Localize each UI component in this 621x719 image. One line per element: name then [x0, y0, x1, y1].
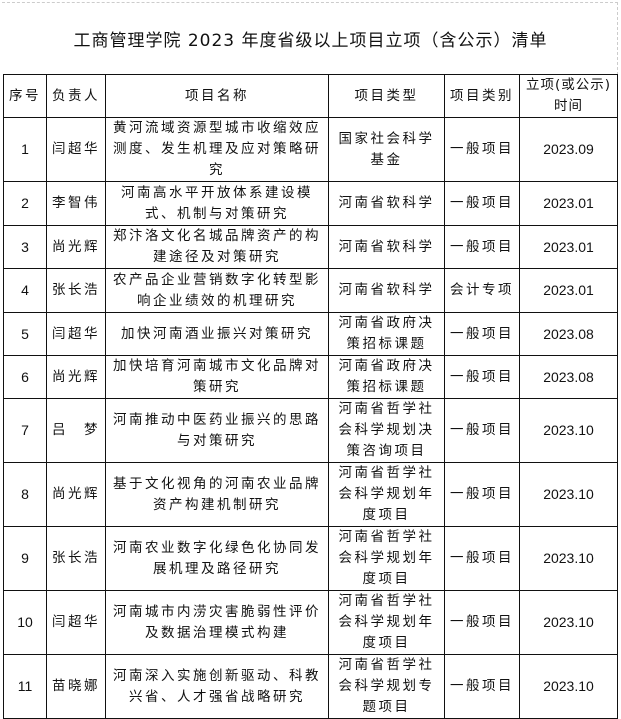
- row-number: 3: [3, 225, 47, 269]
- project-type: 河南省政府决策招标课题: [328, 312, 445, 356]
- project-type: 河南省哲学社会科学规划年度项目: [328, 590, 445, 655]
- table-row: 10 闫超华 河南城市内涝灾害脆弱性评价及数据治理模式构建 河南省哲学社会科学规划年度…: [3, 590, 618, 655]
- project-category: 一般项目: [444, 312, 520, 356]
- project-name: 农产品企业营销数字化转型影响企业绩效的机理研究: [105, 268, 329, 313]
- row-number: 8: [3, 462, 47, 527]
- table-row: 5 闫超华 加快河南酒业振兴对策研究 河南省政府决策招标课题 一般项目 2023.08: [3, 312, 618, 356]
- project-type: 河南省哲学社会科学规划年度项目: [328, 526, 445, 591]
- leader-name: 尚光辉: [46, 462, 106, 527]
- project-name: 河南高水平开放体系建设模式、机制与对策研究: [105, 181, 329, 226]
- project-category: 一般项目: [444, 462, 520, 527]
- project-category: 一般项目: [444, 181, 520, 226]
- project-type: 河南省政府决策招标课题: [328, 355, 445, 399]
- row-number: 11: [3, 654, 47, 719]
- project-type: 河南省软科学: [328, 225, 445, 269]
- leader-name: 尚光辉: [46, 355, 106, 399]
- leader-name: 闫超华: [46, 117, 106, 182]
- row-number: 1: [3, 117, 47, 182]
- project-name: 加快河南酒业振兴对策研究: [105, 312, 329, 356]
- project-name: 河南深入实施创新驱动、科教兴省、人才强省战略研究: [105, 654, 329, 719]
- project-category: 一般项目: [444, 654, 520, 719]
- approval-date: 2023.01: [519, 225, 618, 269]
- project-category: 一般项目: [444, 590, 520, 655]
- project-category: 一般项目: [444, 355, 520, 399]
- project-type: 河南省软科学: [328, 181, 445, 226]
- table-row: 8 尚光辉 基于文化视角的河南农业品牌资产构建机制研究 河南省哲学社会科学规划年度项目…: [3, 462, 618, 527]
- header-no: 序号: [3, 74, 47, 118]
- project-category: 一般项目: [444, 526, 520, 591]
- table-row: 2 李智伟 河南高水平开放体系建设模式、机制与对策研究 河南省软科学 一般项目 2023.…: [3, 181, 618, 226]
- approval-date: 2023.10: [519, 398, 618, 463]
- project-name: 河南农业数字化绿色化协同发展机理及路径研究: [105, 526, 329, 591]
- table-row: 4 张长浩 农产品企业营销数字化转型影响企业绩效的机理研究 河南省软科学 会计专项 202…: [3, 268, 618, 313]
- project-name: 郑汴洛文化名城品牌资产的构建途径及对策研究: [105, 225, 329, 269]
- row-number: 10: [3, 590, 47, 655]
- project-name: 加快培育河南城市文化品牌对策研究: [105, 355, 329, 399]
- project-name: 黄河流域资源型城市收缩效应测度、发生机理及应对策略研究: [105, 117, 329, 182]
- project-category: 一般项目: [444, 117, 520, 182]
- leader-name: 张长浩: [46, 526, 106, 591]
- row-number: 4: [3, 268, 47, 313]
- header-date: 立项(或公示)时间: [519, 74, 618, 118]
- row-number: 5: [3, 312, 47, 356]
- document-title: 工商管理学院 2023 年度省级以上项目立项（含公示）清单: [73, 31, 548, 51]
- leader-name: 吕 梦: [46, 398, 106, 463]
- approval-date: 2023.08: [519, 355, 618, 399]
- row-number: 2: [3, 181, 47, 226]
- project-category: 一般项目: [444, 398, 520, 463]
- table-row: 6 尚光辉 加快培育河南城市文化品牌对策研究 河南省政府决策招标课题 一般项目 2023.…: [3, 355, 618, 399]
- project-name: 河南推动中医药业振兴的思路与对策研究: [105, 398, 329, 463]
- leader-name: 闫超华: [46, 590, 106, 655]
- project-type: 河南省软科学: [328, 268, 445, 313]
- approval-date: 2023.10: [519, 590, 618, 655]
- project-type: 河南省哲学社会科学规划专题项目: [328, 654, 445, 719]
- project-category: 一般项目: [444, 225, 520, 269]
- table-row: 1 闫超华 黄河流域资源型城市收缩效应测度、发生机理及应对策略研究 国家社会科学基金一…: [3, 117, 618, 182]
- approval-date: 2023.10: [519, 462, 618, 527]
- leader-name: 苗晓娜: [46, 654, 106, 719]
- leader-name: 尚光辉: [46, 225, 106, 269]
- project-name: 河南城市内涝灾害脆弱性评价及数据治理模式构建: [105, 590, 329, 655]
- row-number: 6: [3, 355, 47, 399]
- header-category: 项目类别: [444, 74, 520, 118]
- header-name: 项目名称: [105, 74, 329, 118]
- approval-date: 2023.10: [519, 526, 618, 591]
- project-name: 基于文化视角的河南农业品牌资产构建机制研究: [105, 462, 329, 527]
- approval-date: 2023.09: [519, 117, 618, 182]
- page-frame: [2, 2, 618, 695]
- approval-date: 2023.10: [519, 654, 618, 719]
- table-row: 3 尚光辉 郑汴洛文化名城品牌资产的构建途径及对策研究 河南省软科学 一般项目 2023.…: [3, 225, 618, 269]
- leader-name: 张长浩: [46, 268, 106, 313]
- project-type: 国家社会科学基金: [328, 117, 445, 182]
- project-table: 序号 负责人 项目名称 项目类型 项目类别 立项(或公示)时间 1 闫超华 黄河流域…: [3, 74, 618, 719]
- row-number: 7: [3, 398, 47, 463]
- approval-date: 2023.01: [519, 268, 618, 313]
- project-type: 河南省哲学社会科学规划年度项目: [328, 462, 445, 527]
- table-row: 11 苗晓娜 河南深入实施创新驱动、科教兴省、人才强省战略研究 河南省哲学社会科学规划…: [3, 654, 618, 719]
- project-category: 会计专项: [444, 268, 520, 313]
- header-leader: 负责人: [46, 74, 106, 118]
- approval-date: 2023.01: [519, 181, 618, 226]
- table-row: 9 张长浩 河南农业数字化绿色化协同发展机理及路径研究 河南省哲学社会科学规划年度项目…: [3, 526, 618, 591]
- leader-name: 闫超华: [46, 312, 106, 356]
- approval-date: 2023.08: [519, 312, 618, 356]
- header-type: 项目类型: [328, 74, 445, 118]
- project-type: 河南省哲学社会科学规划决策咨询项目: [328, 398, 445, 463]
- leader-name: 李智伟: [46, 181, 106, 226]
- header-row: 序号 负责人 项目名称 项目类型 项目类别 立项(或公示)时间: [3, 74, 618, 118]
- row-number: 9: [3, 526, 47, 591]
